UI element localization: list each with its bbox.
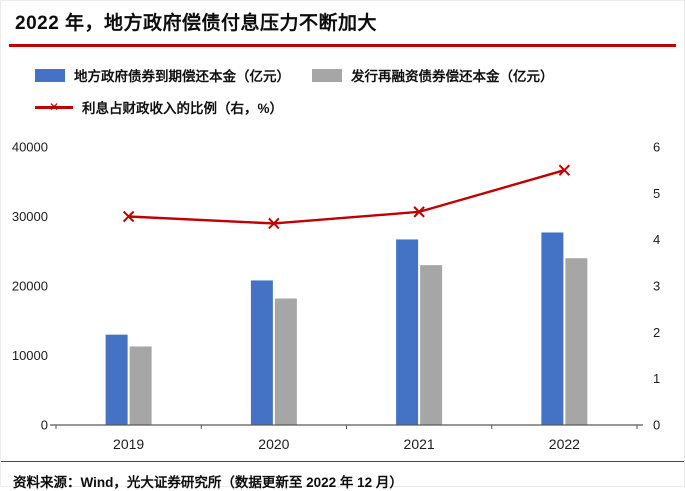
ratio-line-series bbox=[128, 169, 565, 225]
chart-area: 0 10000 20000 30000 40000 0 1 2 3 4 5 6 2019 2020 2021… bbox=[1, 129, 684, 459]
left-axis-tick: 10000 bbox=[12, 348, 48, 363]
chart-legend: 地方政府债券到期偿还本金（亿元） 发行再融资债券偿还本金（亿元） ✕ 利息占财政… bbox=[35, 65, 684, 117]
left-axis-tick: 20000 bbox=[12, 279, 48, 294]
right-axis-tick: 6 bbox=[653, 140, 660, 155]
bar-blue-2022 bbox=[541, 232, 564, 425]
right-axis-tick: 3 bbox=[653, 279, 660, 294]
x-marker-icon bbox=[413, 206, 425, 218]
red-line-swatch-icon: ✕ bbox=[35, 100, 73, 114]
x-marker-icon bbox=[122, 210, 135, 223]
legend-row-2: ✕ 利息占财政收入的比例（右，%） bbox=[35, 97, 684, 117]
right-axis-tick: 1 bbox=[653, 371, 660, 386]
source-note: 资料来源：Wind，光大证券研究所（数据更新至 2022 年 12 月） bbox=[1, 461, 684, 491]
gray-bar-swatch-icon bbox=[312, 68, 342, 82]
bar-gray-2020 bbox=[274, 298, 297, 425]
blue-bar-swatch-icon bbox=[35, 68, 65, 82]
legend-label: 地方政府债券到期偿还本金（亿元） bbox=[74, 69, 290, 84]
x-marker-icon bbox=[268, 217, 280, 230]
legend-row-1: 地方政府债券到期偿还本金（亿元） 发行再融资债券偿还本金（亿元） bbox=[35, 65, 684, 85]
x-axis-label: 2021 bbox=[404, 436, 435, 452]
legend-item-blue-bar: 地方政府债券到期偿还本金（亿元） bbox=[35, 65, 290, 85]
right-axis-tick: 0 bbox=[653, 418, 660, 433]
legend-item-gray-bar: 发行再融资债券偿还本金（亿元） bbox=[312, 65, 554, 85]
bar-blue-2020 bbox=[250, 280, 273, 425]
right-axis-tick: 5 bbox=[653, 186, 660, 201]
x-marker-icon bbox=[558, 164, 571, 176]
left-axis-tick: 30000 bbox=[12, 209, 48, 224]
right-axis-tick: 2 bbox=[653, 325, 660, 340]
x-axis-label: 2020 bbox=[258, 436, 289, 452]
chart-canvas: 0 10000 20000 30000 40000 0 1 2 3 4 5 6 2019 2020 2021… bbox=[12, 140, 660, 453]
x-marker-icon: ✕ bbox=[48, 99, 60, 114]
right-axis-tick: 4 bbox=[653, 232, 660, 247]
bar-blue-2021 bbox=[396, 239, 419, 425]
x-axis-label: 2022 bbox=[549, 436, 580, 452]
legend-label: 发行再融资债券偿还本金（亿元） bbox=[351, 69, 554, 84]
x-axis-label: 2019 bbox=[113, 436, 144, 452]
page-title: 2022 年，地方政府偿债付息压力不断加大 bbox=[15, 13, 378, 34]
legend-item-red-line: ✕ 利息占财政收入的比例（右，%） bbox=[35, 97, 283, 117]
left-axis-tick: 40000 bbox=[12, 140, 48, 155]
title-underline bbox=[9, 44, 676, 47]
bar-gray-2019 bbox=[129, 346, 152, 425]
left-axis-tick: 0 bbox=[41, 418, 48, 433]
bar-gray-2022 bbox=[565, 258, 588, 425]
bar-blue-2019 bbox=[105, 334, 128, 425]
bar-gray-2021 bbox=[420, 265, 443, 425]
legend-label: 利息占财政收入的比例（右，%） bbox=[82, 101, 284, 116]
